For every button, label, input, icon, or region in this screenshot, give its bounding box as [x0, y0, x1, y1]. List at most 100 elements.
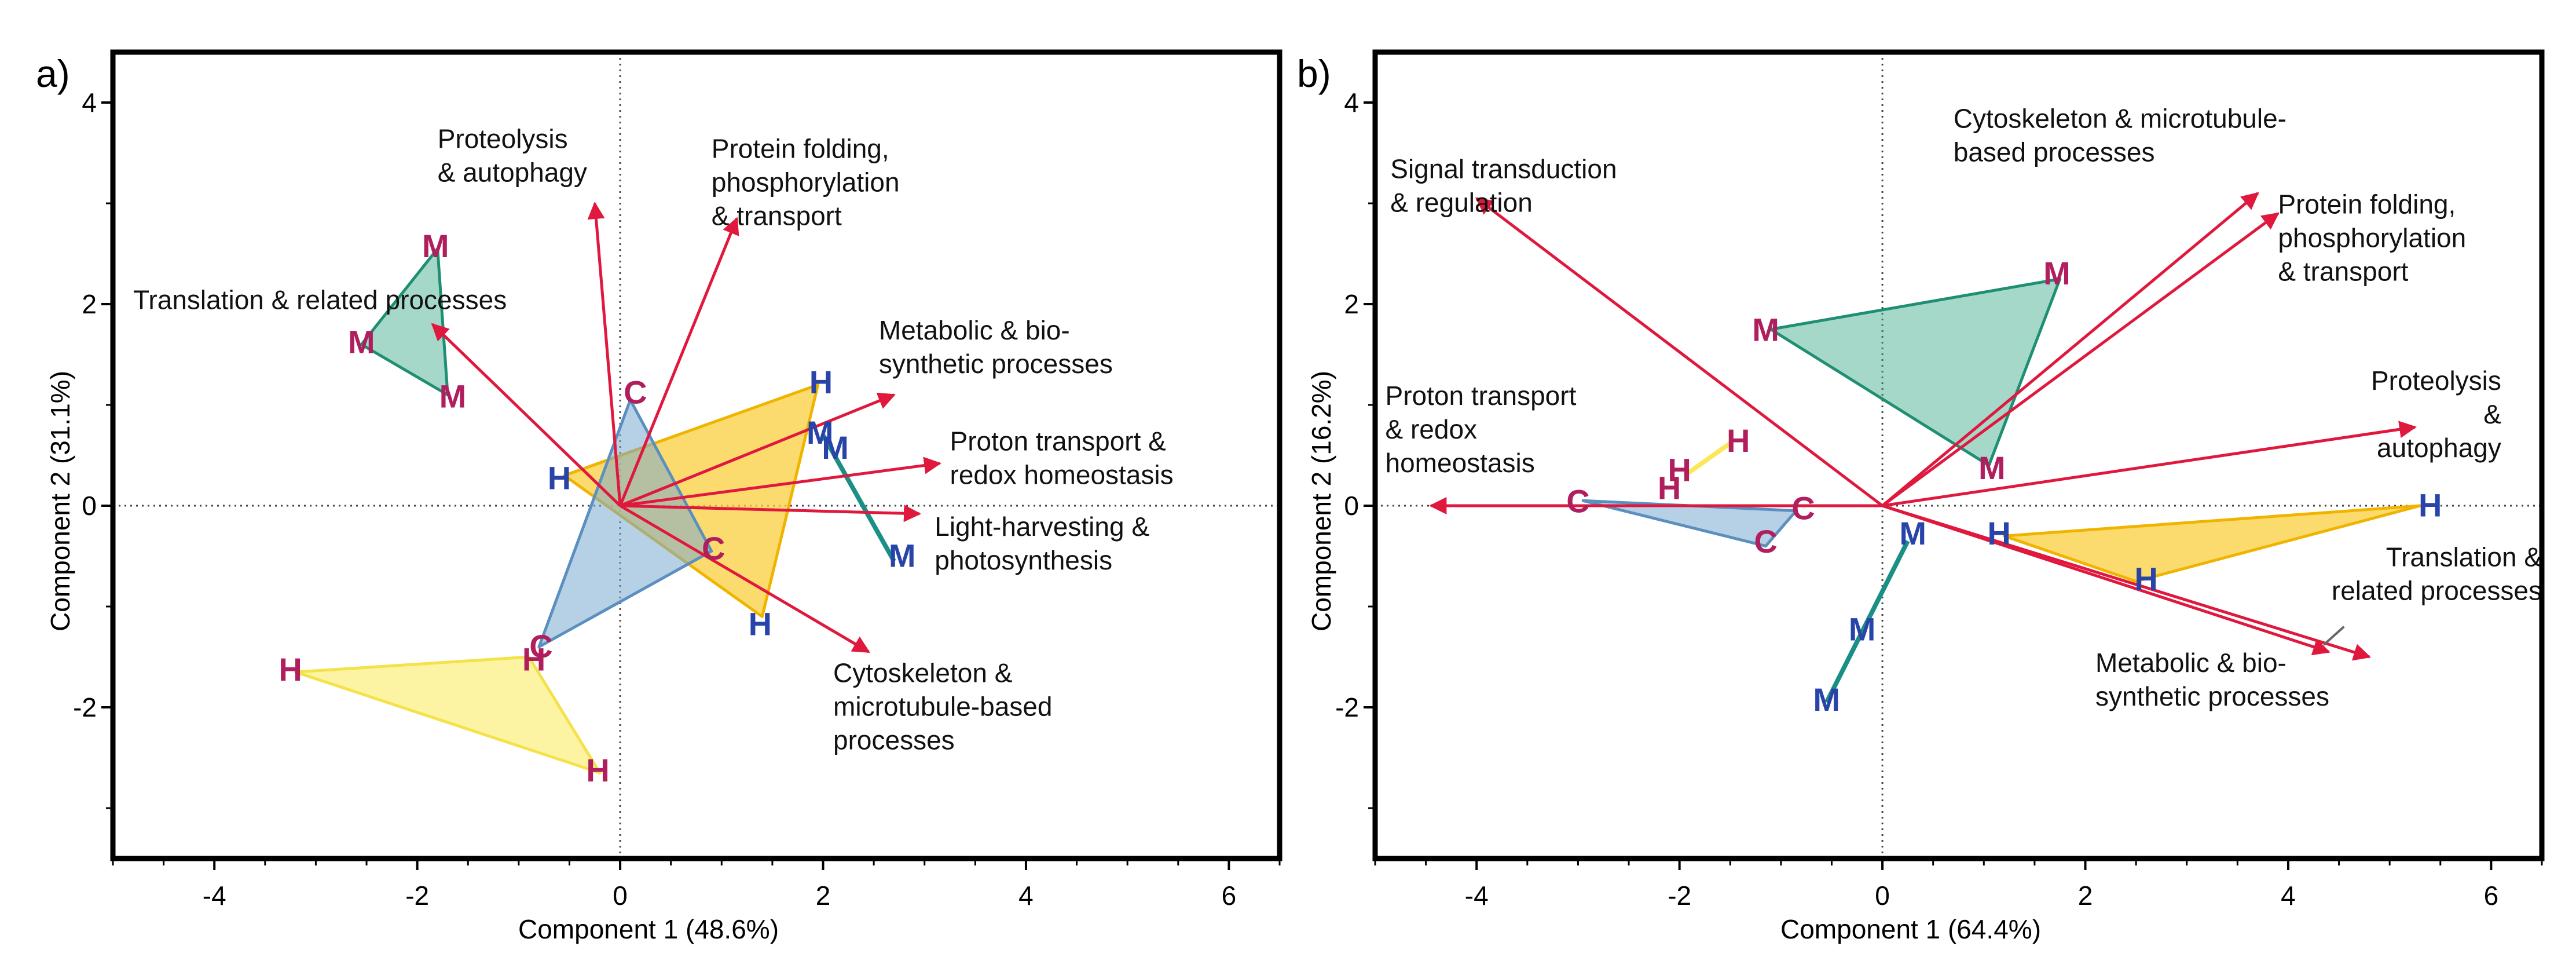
panel-a-vector-label: Light-harvesting & photosynthesis	[935, 512, 1149, 575]
panel-b-sample-point: C	[1754, 523, 1777, 560]
panel-b-biplot: b) Component 1 (64.4%) Component 2 (16.2…	[1297, 49, 2545, 944]
panel-b-vector-label-line: Cytoskeleton & microtubule-	[1954, 104, 2286, 134]
panel-b-vector-label-line: Proteolysis	[2371, 366, 2501, 396]
panel-a-sample-point: H	[522, 641, 545, 677]
panel-b-y-tick-label: 0	[1344, 491, 1359, 521]
panel-a-sample-point: C	[624, 374, 647, 410]
panel-b-x-tick-label: -2	[1668, 881, 1691, 911]
panel-b-sample-point: M	[1752, 312, 1779, 348]
panel-a-vector-label-line: & autophagy	[438, 157, 587, 187]
panel-b-sample-point: H	[1658, 470, 1681, 506]
panel-b-vector-label-line: Proton transport	[1386, 381, 1577, 411]
panel-b-vector-label-line: based processes	[1954, 137, 2155, 167]
panel-b-vector-label-line: homeostasis	[1386, 448, 1535, 478]
panel-b-group-link	[1683, 441, 1732, 478]
panel-a-x-tick-label: -4	[203, 881, 226, 911]
panel-a-vector-label: Proton transport & redox homeostasis	[950, 426, 1174, 490]
panel-b-sample-point: M	[1813, 681, 1840, 718]
panel-a-group-link	[821, 434, 896, 562]
panel-a-vector-label-line: Protein folding,	[712, 134, 889, 164]
panel-a-sample-point: H	[749, 606, 772, 642]
panel-b-sample-point: M	[1899, 515, 1926, 551]
panel-b-sample-point: H	[1727, 422, 1750, 459]
panel-a-vector-label-line: synthetic processes	[879, 349, 1113, 379]
panel-b-vector-label-line: related processes	[2332, 575, 2542, 605]
panel-a-loading-arrow	[618, 217, 739, 506]
panel-b-vector-label-line: &	[2483, 399, 2501, 429]
panel-a-plot-frame	[110, 49, 1282, 861]
panel-a-loading-arrow	[620, 456, 941, 507]
panel-b-loading-arrow	[1881, 192, 2259, 507]
panel-b-sample-point: M	[1978, 450, 2006, 486]
panel-a-x-tick-label: 0	[613, 881, 628, 911]
panel-b-vector-label: Proteolysis & autophagy	[2371, 366, 2501, 463]
panel-b-vector-label: Cytoskeleton & microtubule-based process…	[1954, 104, 2286, 167]
panel-a-sample-point: M	[889, 537, 916, 574]
panel-a-biplot: a) Component 1 (48.6%) Component 2 (31.1…	[36, 49, 1282, 944]
panel-a-vector-label: Protein folding, phosphorylation & transpo…	[712, 134, 900, 231]
panel-b-plot-frame	[1372, 49, 2545, 861]
panel-a-vector-label-line: photosynthesis	[935, 545, 1112, 575]
panel-b-vector-label-line: autophagy	[2377, 433, 2501, 463]
panel-a-group-hull	[537, 398, 713, 649]
panel-b-sample-point: H	[1987, 515, 2010, 551]
panel-a-loading-arrow	[620, 392, 896, 507]
panel-a-sample-point: M	[822, 429, 849, 466]
panel-a-sample-point: H	[548, 459, 571, 496]
panel-b-x-tick-label: 6	[2484, 881, 2499, 911]
panel-a-vector-label-line: Metabolic & bio-	[879, 315, 1070, 345]
panel-a-x-axis-title: Component 1 (48.6%)	[518, 914, 779, 944]
panel-b-x-tick-label: 0	[1875, 881, 1890, 911]
panel-b-loading-arrow	[1475, 197, 1884, 507]
panel-b-x-tick-label: 2	[2078, 881, 2093, 911]
panel-b-vector-label-line: Protein folding,	[2278, 189, 2456, 219]
panel-a-y-axis-title: Component 2 (31.1%)	[45, 371, 75, 631]
panel-b-group-link	[1824, 540, 1910, 704]
panel-a-vector-label: Cytoskeleton & microtubule-based processes	[833, 658, 1052, 755]
panel-a-loading-arrow	[620, 504, 921, 523]
panel-b-vector-label: Proton transport & redox homeostasis	[1386, 381, 1577, 478]
panel-a-sample-point: C	[702, 530, 725, 567]
panel-a-vector-label: Proteolysis & autophagy	[438, 123, 587, 187]
panel-a-sample-point: C	[529, 628, 552, 664]
panel-a-vector-label-line: Light-harvesting &	[935, 512, 1149, 542]
panel-b-group-hull	[1769, 277, 2062, 467]
panel-a-vector-label-line: redox homeostasis	[950, 459, 1174, 490]
panel-b-sample-point: M	[1849, 611, 1876, 647]
panel-b-sample-point: C	[1566, 483, 1589, 519]
panel-b-vector-label-line: Metabolic & bio-	[2095, 648, 2286, 678]
panel-b-sample-point: M	[2043, 255, 2071, 291]
panel-a-x-tick-label: 6	[1222, 881, 1237, 911]
panel-a-vector-label-line: Cytoskeleton &	[833, 658, 1012, 688]
panel-a-x-tick-label: 4	[1018, 881, 1034, 911]
panel-a-sample-point: H	[586, 752, 609, 788]
panel-b-vector-label-line: & regulation	[1390, 188, 1533, 218]
panel-b-sample-point: H	[2134, 560, 2157, 597]
panel-a-y-tick-label: 2	[82, 289, 97, 319]
panel-a-sample-point: M	[439, 378, 467, 414]
panel-a-group-hull	[360, 247, 449, 397]
panel-a-sample-point: H	[809, 364, 833, 400]
panel-a-vector-label-line: Proteolysis	[438, 123, 568, 154]
panel-a-loading-arrow	[619, 504, 870, 653]
panel-a-loading-arrow	[587, 202, 622, 506]
panel-b-vector-label: Protein folding, phosphorylation & transpo…	[2278, 189, 2466, 286]
panel-a-sample-point: M	[807, 414, 834, 451]
panel-b-sample-point: H	[2419, 487, 2442, 523]
panel-b-y-tick-label: -2	[1335, 692, 1359, 722]
panel-b-vector-label-line: Signal transduction	[1390, 154, 1617, 184]
panel-b-vector-label: Signal transduction & regulation	[1390, 154, 1617, 218]
panel-a-vector-label-line: phosphorylation	[712, 167, 900, 198]
panel-a-loading-arrow	[431, 323, 621, 507]
panel-b-vector-label: Metabolic & bio-synthetic processes	[2095, 648, 2329, 711]
panel-a-x-tick-label: 2	[816, 881, 831, 911]
panel-b-x-tick-label: -4	[1465, 881, 1489, 911]
panel-b-leader-line	[2322, 626, 2345, 646]
panel-b-y-tick-label: 4	[1344, 87, 1359, 118]
panel-b-label: b)	[1297, 52, 1331, 95]
panel-a-group-hull	[294, 655, 602, 775]
panel-a-vector-label-line: & transport	[712, 201, 842, 231]
panel-b-vector-label-line: & redox	[1386, 414, 1478, 444]
panel-b-vector-label-line: synthetic processes	[2095, 681, 2329, 711]
